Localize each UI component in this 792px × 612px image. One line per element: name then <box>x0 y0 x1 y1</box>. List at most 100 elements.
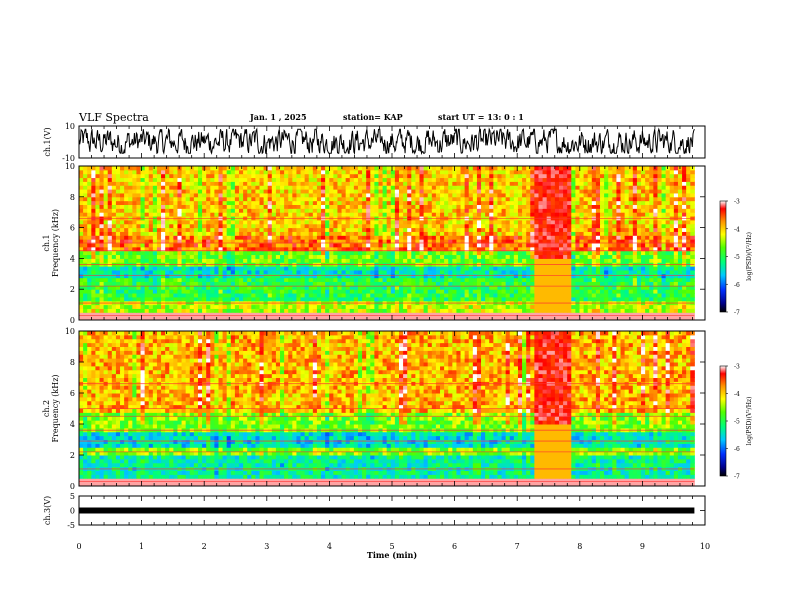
spectrogram-cell <box>177 281 183 286</box>
spectrogram-cell <box>337 212 343 217</box>
spectrogram-cell <box>653 289 658 294</box>
spectrogram-cell <box>682 223 687 229</box>
spectrogram-cell <box>485 316 490 321</box>
spectrogram-cell <box>653 304 658 309</box>
spectrogram-cell <box>308 231 314 236</box>
spectrogram-cell <box>612 200 617 205</box>
spectrogram-cell <box>390 273 396 279</box>
spectrogram-cell <box>431 312 437 317</box>
spectrogram-cell <box>132 269 137 275</box>
spectrogram-cell <box>579 227 585 232</box>
spectrogram-cell <box>398 250 404 256</box>
spectrogram-cell <box>214 200 219 205</box>
spectrogram-cell <box>390 269 396 275</box>
spectrogram-cell <box>238 269 244 275</box>
spectrogram-cell <box>468 250 474 256</box>
spectrogram-cell <box>616 219 622 225</box>
spectrogram-cell <box>657 289 663 294</box>
spectrogram-cell <box>571 281 576 286</box>
spectrogram-cell <box>120 246 125 252</box>
spectrogram-cell <box>542 277 548 282</box>
spectrogram-cell <box>608 304 613 309</box>
spectrogram-cell <box>169 231 174 236</box>
spectrogram-cell <box>595 235 601 240</box>
spectrogram-cell <box>181 296 187 302</box>
spectrogram-cell <box>103 250 109 256</box>
spectrogram-cell <box>682 269 687 275</box>
spectrogram-cell <box>419 308 425 313</box>
spectrogram-cell <box>210 243 215 248</box>
spectrogram-cell <box>398 243 404 248</box>
spectrogram-cell <box>661 227 667 232</box>
spectrogram-cell <box>366 196 371 202</box>
spectrogram-cell <box>185 312 191 317</box>
spectrogram-cell <box>476 196 482 202</box>
spectrogram-cell <box>353 285 359 290</box>
spectrogram-cell <box>636 258 642 263</box>
spectrogram-cell <box>296 243 302 248</box>
spectrogram-cell <box>423 223 429 229</box>
spectrogram-cell <box>99 285 105 290</box>
spectrogram-cell <box>218 269 224 275</box>
spectrogram-cell <box>673 285 679 290</box>
spectrogram-cell <box>202 277 207 282</box>
spectrogram-cell <box>280 192 285 198</box>
spectrogram-cell <box>378 219 384 225</box>
spectrogram-cell <box>616 208 622 213</box>
spectrogram-cell <box>628 231 634 236</box>
spectrogram-cell <box>136 293 142 298</box>
spectrogram-cell <box>641 231 646 236</box>
spectrogram-cell <box>542 223 548 229</box>
spectrogram-cell <box>398 273 404 279</box>
spectrogram-cell <box>534 304 539 309</box>
spectrogram-cell <box>394 235 400 240</box>
spectrogram-cell <box>431 266 437 271</box>
spectrogram-cell <box>444 308 449 313</box>
spectrogram-cell <box>91 208 96 213</box>
spectrogram-cell <box>612 219 617 225</box>
spectrogram-cell <box>419 243 425 248</box>
spectrogram-cell <box>616 266 622 271</box>
spectrogram-cell <box>115 227 121 232</box>
spectrogram-cell <box>206 258 211 263</box>
spectrogram-cell <box>128 254 133 259</box>
spectrogram-cell <box>247 192 252 198</box>
spectrogram-cell <box>329 219 334 225</box>
spectrogram-cell <box>448 243 453 248</box>
spectrogram-cell <box>99 304 105 309</box>
spectrogram-cell <box>669 219 675 225</box>
spectrogram-cell <box>550 281 556 286</box>
spectrogram-cell <box>370 208 375 213</box>
spectrogram-cell <box>107 208 113 213</box>
spectrogram-cell <box>571 231 576 236</box>
spectrogram-cell <box>140 316 146 321</box>
spectrogram-cell <box>554 296 560 302</box>
spectrogram-cell <box>185 296 191 302</box>
spectrogram-cell <box>169 200 174 205</box>
spectrogram-cell <box>181 250 187 256</box>
spectrogram-cell <box>673 281 679 286</box>
spectrogram-cell <box>636 304 642 309</box>
spectrogram-cell <box>193 243 199 248</box>
spectrogram-cell <box>124 192 129 198</box>
spectrogram-cell <box>357 250 363 256</box>
spectrogram-cell <box>292 243 297 248</box>
spectrogram-cell <box>288 269 293 275</box>
spectrogram-cell <box>452 227 457 232</box>
spectrogram-cell <box>435 231 441 236</box>
spectrogram-cell <box>677 246 683 252</box>
spectrogram-cell <box>218 277 224 282</box>
spectrogram-cell <box>501 227 507 232</box>
spectrogram-cell <box>267 289 273 294</box>
spectrogram-cell <box>230 281 236 286</box>
spectrogram-cell <box>546 243 552 248</box>
spectrogram-cell <box>452 250 457 256</box>
spectrogram-cell <box>370 231 375 236</box>
spectrogram-cell <box>505 296 511 302</box>
spectrogram-cell <box>148 231 154 236</box>
spectrogram-cell <box>333 239 338 244</box>
spectrogram-cell <box>530 304 535 309</box>
spectrogram-cell <box>419 273 425 279</box>
spectrogram-cell <box>448 277 453 282</box>
spectrogram-cell <box>624 231 630 236</box>
